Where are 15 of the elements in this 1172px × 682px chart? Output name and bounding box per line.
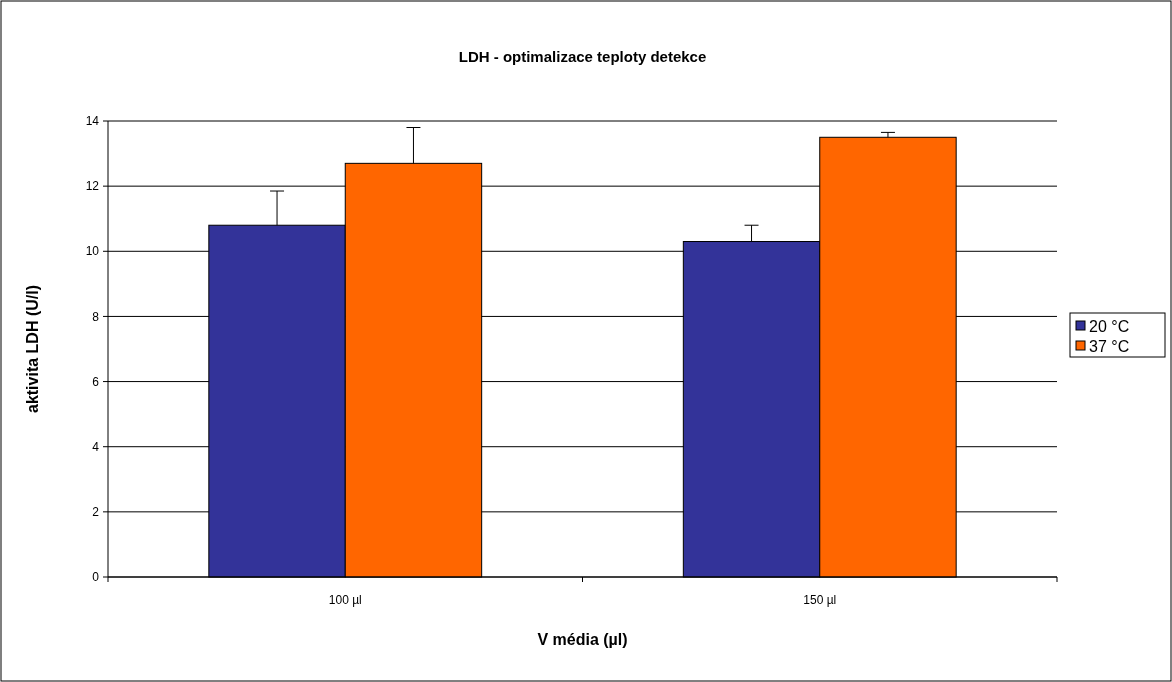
x-tick-label: 100 µl — [328, 593, 362, 607]
legend-label: 37 °C — [1089, 337, 1130, 355]
y-axis-title: aktivita LDH (U/l) — [24, 284, 41, 414]
y-tick-label: 8 — [92, 309, 100, 324]
y-tick-label: 14 — [85, 114, 100, 129]
y-tick-label: 0 — [92, 570, 100, 585]
y-tick-label: 12 — [85, 179, 100, 194]
legend-label: 20 °C — [1089, 317, 1130, 335]
y-tick-label: 10 — [85, 244, 100, 259]
x-tick-label: 150 µl — [803, 593, 837, 607]
x-axis-title: V média (µl) — [537, 631, 628, 648]
y-tick-label: 4 — [92, 439, 100, 454]
y-tick-label: 2 — [92, 505, 100, 520]
y-tick-label: 6 — [92, 374, 100, 389]
chart-title: LDH - optimalizace teploty detekce — [458, 48, 707, 65]
